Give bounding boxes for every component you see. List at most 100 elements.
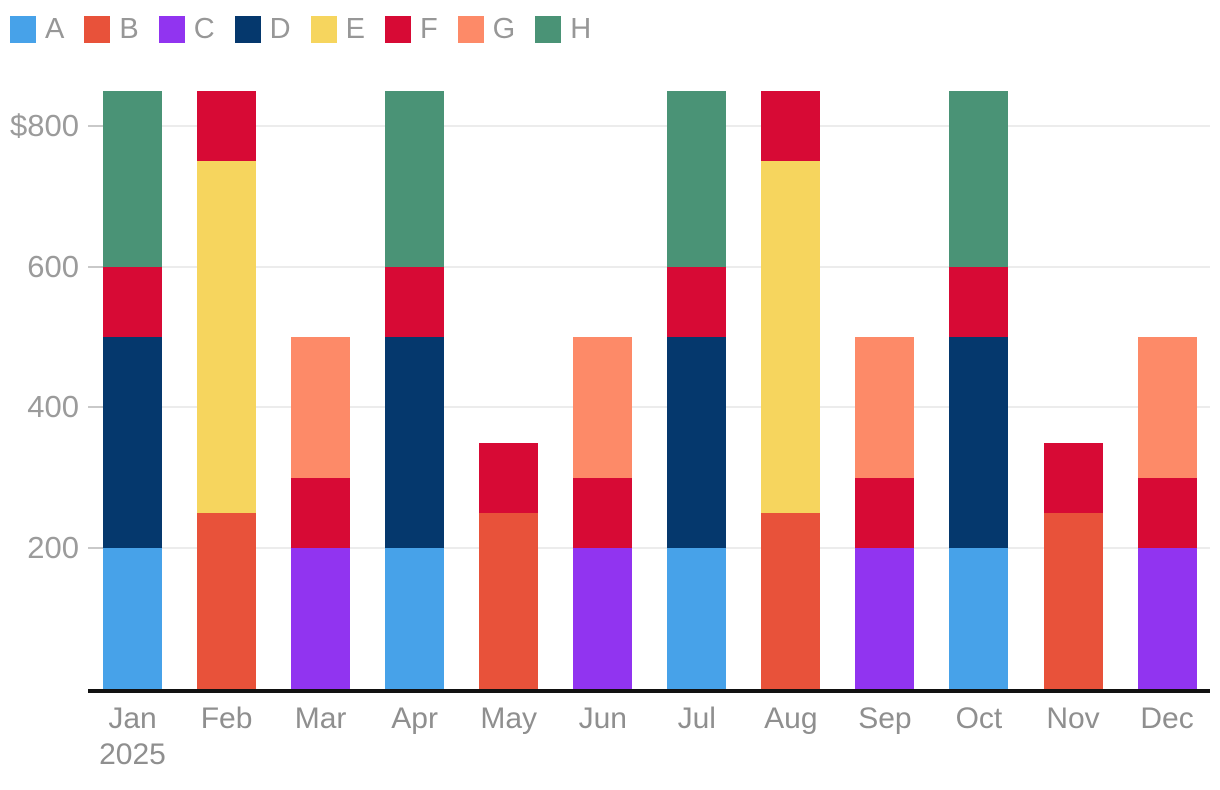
bar-segment-Oct-H[interactable] [949, 90, 1009, 267]
legend-label: H [570, 13, 592, 45]
legend-label: D [269, 13, 291, 45]
bar-segment-May-B[interactable] [479, 513, 539, 689]
x-tick-month: Dec [1140, 702, 1194, 735]
bar-segment-May-F[interactable] [479, 442, 539, 513]
bar-segment-Jan-F[interactable] [103, 266, 162, 337]
bar-segment-Jun-F[interactable] [573, 477, 633, 549]
legend-swatch-A [10, 16, 36, 43]
y-axis-label-200: 200 [27, 530, 79, 566]
legend-item-D[interactable]: D [234, 13, 291, 45]
bar-segment-Apr-F[interactable] [385, 266, 445, 337]
x-tick-label-may: May [439, 701, 579, 737]
bar-segment-Dec-C[interactable] [1137, 548, 1197, 689]
legend-swatch-D [234, 16, 261, 43]
bar-segment-Jan-A[interactable] [103, 548, 162, 689]
bar-segment-Apr-H[interactable] [385, 90, 445, 267]
legend-swatch-C [158, 16, 185, 43]
bar-segment-Dec-G[interactable] [1137, 337, 1197, 478]
gridline-200 [88, 547, 1210, 550]
bar-segment-Apr-A[interactable] [385, 548, 445, 689]
bar-segment-Aug-B[interactable] [761, 513, 821, 689]
x-tick-month: Mar [294, 702, 347, 735]
legend-swatch-E [310, 16, 337, 43]
legend-label: C [193, 13, 215, 45]
bar-segment-Aug-F[interactable] [761, 90, 821, 161]
legend-item-G[interactable]: G [457, 13, 516, 45]
bar-segment-Aug-E[interactable] [761, 161, 821, 513]
bar-segment-Sep-C[interactable] [855, 548, 915, 689]
x-tick-label-jun: Jun [533, 701, 673, 737]
legend-item-B[interactable]: B [84, 13, 139, 45]
x-tick-month: Aug [764, 702, 818, 735]
x-tick-month: May [480, 702, 538, 735]
y-tick-400 [88, 406, 104, 409]
bar-segment-Oct-F[interactable] [949, 266, 1009, 337]
legend-swatch-H [535, 16, 562, 43]
gridline-600 [88, 265, 1210, 268]
bar-segment-Mar-C[interactable] [291, 548, 351, 689]
x-tick-label-dec: Dec [1097, 701, 1220, 737]
x-tick-label-mar: Mar [251, 701, 391, 737]
legend-item-H[interactable]: H [535, 15, 591, 44]
bar-segment-Jun-C[interactable] [573, 548, 633, 689]
bar-segment-Dec-F[interactable] [1137, 477, 1197, 549]
legend-swatch-F [384, 16, 411, 43]
x-tick-month: Jul [677, 702, 716, 735]
x-tick-sublabel: 2025 [99, 738, 166, 771]
bar-segment-Apr-D[interactable] [385, 337, 445, 549]
bar-segment-Jul-H[interactable] [667, 90, 727, 267]
x-tick-label-oct: Oct [909, 701, 1049, 737]
y-tick-200 [88, 547, 104, 550]
x-tick-label-jan: Jan 2025 [63, 701, 203, 773]
legend: A B C D E F G H [10, 15, 591, 44]
x-tick-month: Oct [955, 702, 1003, 735]
bar-segment-Nov-B[interactable] [1043, 513, 1103, 689]
legend-label: F [419, 13, 438, 45]
x-tick-label-apr: Apr [345, 701, 485, 737]
bar-segment-Nov-F[interactable] [1043, 442, 1103, 513]
x-tick-label-jul: Jul [627, 701, 767, 737]
x-axis-line [88, 689, 1210, 693]
x-tick-month: Apr [391, 702, 438, 735]
legend-label: A [45, 13, 65, 45]
bar-segment-Sep-G[interactable] [855, 337, 915, 478]
legend-item-F[interactable]: F [384, 13, 438, 45]
legend-swatch-B [84, 16, 111, 43]
x-tick-month: Feb [200, 702, 253, 735]
x-tick-month: Jun [578, 702, 627, 735]
bar-segment-Oct-D[interactable] [949, 337, 1009, 549]
legend-item-C[interactable]: C [158, 13, 215, 45]
bar-segment-Feb-B[interactable] [197, 513, 257, 689]
y-tick-800 [88, 124, 104, 127]
y-axis-label-400: 400 [27, 389, 79, 425]
x-tick-label-feb: Feb [157, 701, 297, 737]
legend-item-A[interactable]: A [10, 15, 64, 44]
bar-segment-Mar-F[interactable] [291, 477, 351, 549]
bar-segment-Sep-F[interactable] [855, 477, 915, 549]
x-tick-month: Jan [108, 702, 157, 735]
y-axis-label-600: 600 [27, 248, 79, 284]
legend-item-E[interactable]: E [310, 15, 365, 44]
legend-label: B [119, 13, 139, 45]
x-tick-label-nov: Nov [1003, 701, 1143, 737]
gridline-800 [88, 124, 1210, 127]
bar-segment-Jan-H[interactable] [103, 90, 162, 267]
x-tick-month: Sep [858, 702, 912, 735]
gridline-400 [88, 406, 1210, 409]
bar-segment-Jul-F[interactable] [667, 266, 727, 337]
bar-segment-Jul-D[interactable] [667, 337, 727, 549]
bar-segment-Jan-D[interactable] [103, 337, 162, 549]
x-tick-label-sep: Sep [815, 701, 955, 737]
y-tick-600 [88, 265, 104, 268]
bar-segment-Oct-A[interactable] [949, 548, 1009, 689]
bar-segment-Feb-F[interactable] [197, 90, 257, 161]
bar-segment-Mar-G[interactable] [291, 337, 351, 478]
bar-segment-Feb-E[interactable] [197, 161, 257, 513]
bar-segment-Jun-G[interactable] [573, 337, 633, 478]
y-axis-label-800: $800 [10, 107, 79, 143]
legend-label: G [492, 13, 516, 45]
x-tick-month: Nov [1046, 702, 1100, 735]
bar-segment-Jul-A[interactable] [667, 548, 727, 689]
legend-swatch-G [457, 16, 484, 43]
